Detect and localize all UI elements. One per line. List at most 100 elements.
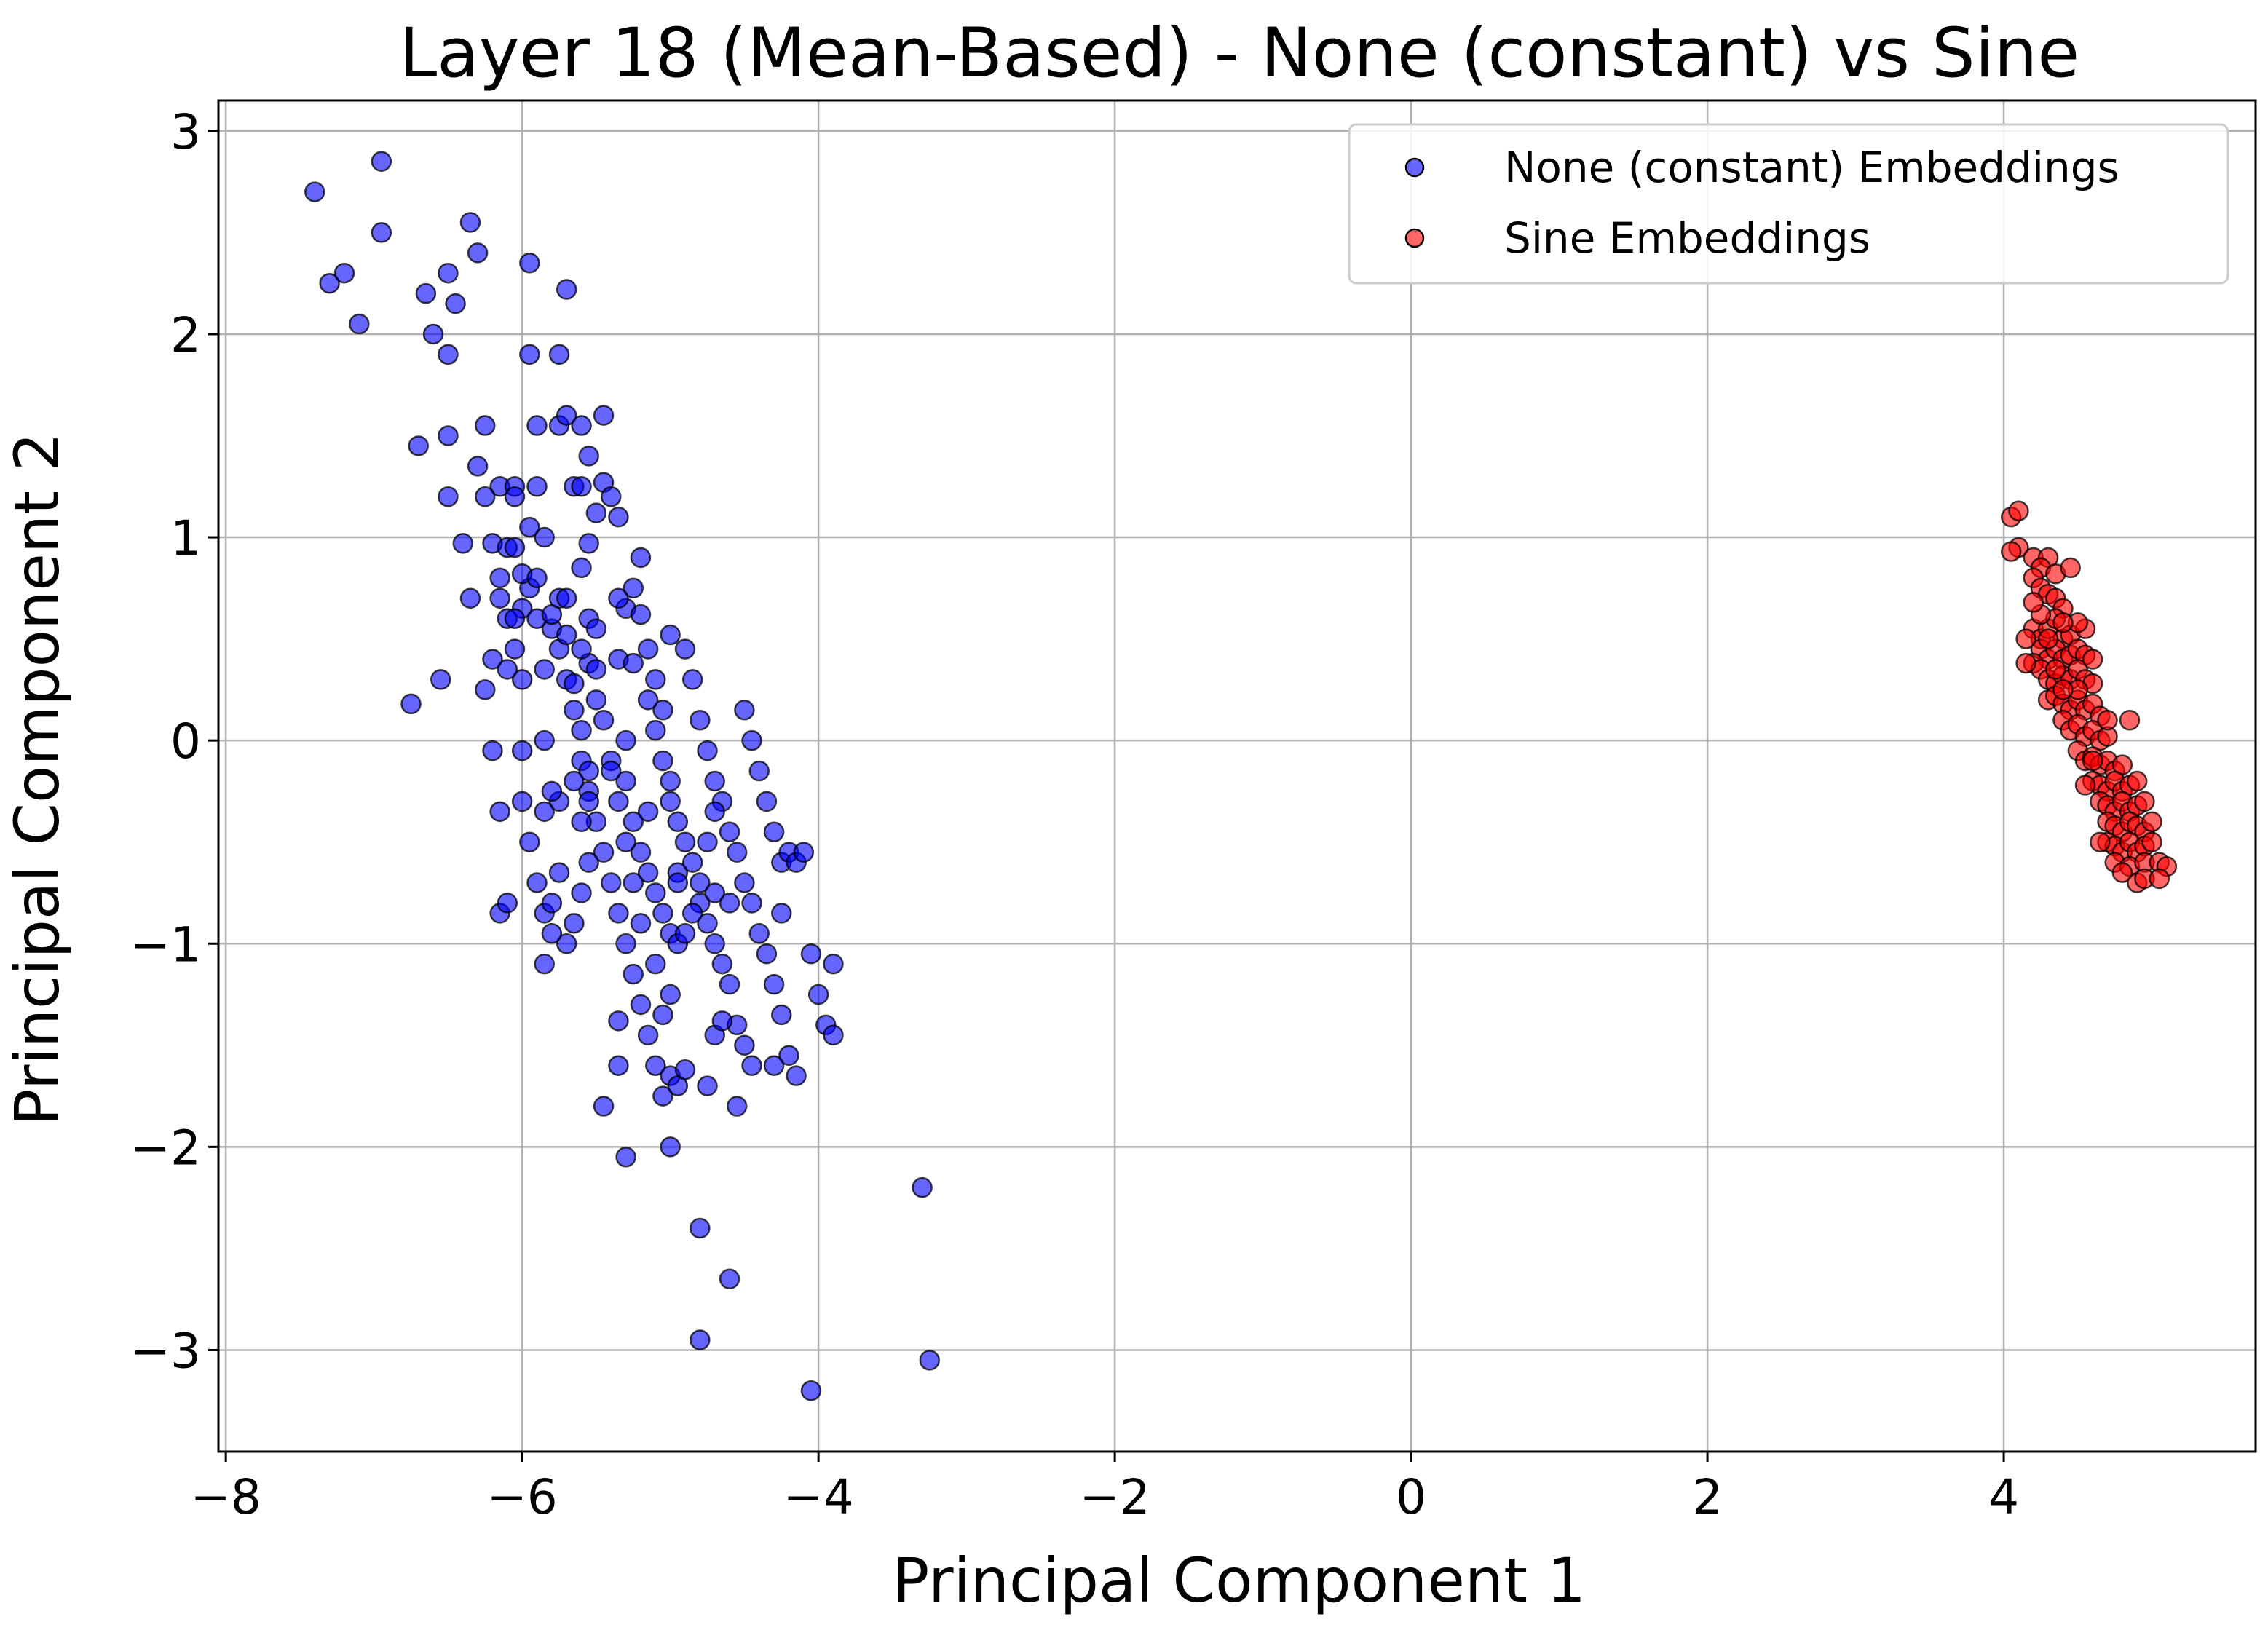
data-point <box>578 446 599 467</box>
data-point <box>571 638 592 660</box>
data-point <box>482 740 503 761</box>
data-point <box>497 893 518 914</box>
data-point <box>489 801 510 823</box>
data-point <box>556 933 577 954</box>
data-point <box>652 1085 673 1107</box>
data-point <box>519 253 540 274</box>
data-point <box>304 181 325 202</box>
chart-title: Layer 18 (Mean-Based) - None (constant) … <box>399 14 2079 93</box>
data-point <box>726 842 748 863</box>
data-point <box>585 618 607 639</box>
data-point <box>719 893 740 914</box>
data-point <box>690 709 711 731</box>
data-point <box>756 791 778 812</box>
data-point <box>615 831 636 852</box>
data-point <box>548 344 570 365</box>
data-point <box>697 831 718 852</box>
data-point <box>349 313 370 335</box>
data-point <box>459 587 481 609</box>
data-point <box>704 933 725 954</box>
data-point <box>2090 831 2111 852</box>
data-point <box>763 973 785 995</box>
data-point <box>371 222 392 243</box>
data-point <box>438 486 459 507</box>
data-point <box>681 852 703 873</box>
data-point <box>2060 557 2081 579</box>
data-point <box>482 649 503 670</box>
data-point <box>526 872 548 893</box>
data-point <box>408 435 429 456</box>
data-point <box>697 740 718 761</box>
data-point <box>438 425 459 446</box>
data-point <box>748 923 770 944</box>
y-tick-label: 3 <box>170 104 201 160</box>
data-point <box>578 760 599 782</box>
data-point <box>756 943 778 965</box>
data-point <box>912 1176 933 1198</box>
data-point <box>593 405 615 426</box>
data-point <box>2111 862 2133 883</box>
data-point <box>719 821 740 843</box>
data-point <box>681 669 703 690</box>
data-point <box>578 852 599 873</box>
data-point <box>674 1059 696 1080</box>
data-point <box>534 659 555 680</box>
data-point <box>786 1065 807 1086</box>
x-tick-label: −2 <box>1079 1469 1150 1525</box>
data-point <box>704 801 725 823</box>
data-point <box>771 903 792 924</box>
data-point <box>645 882 666 903</box>
data-point <box>571 415 592 436</box>
data-point <box>601 872 622 893</box>
data-point <box>2082 750 2103 772</box>
data-point <box>548 862 570 883</box>
data-point <box>534 953 555 975</box>
data-point <box>333 262 355 284</box>
x-tick-label: 4 <box>1988 1469 2019 1525</box>
data-point <box>660 791 681 812</box>
data-point <box>319 272 340 294</box>
data-point <box>475 486 496 507</box>
data-point <box>2052 679 2074 700</box>
data-point <box>645 669 666 690</box>
data-point <box>608 903 629 924</box>
data-point <box>615 1147 636 1168</box>
y-tick-label: 0 <box>170 713 201 769</box>
data-point <box>681 903 703 924</box>
y-tick-label: 2 <box>170 307 201 363</box>
data-point <box>667 872 689 893</box>
data-point <box>608 791 629 812</box>
legend-box <box>1348 123 2229 285</box>
data-point <box>660 770 681 792</box>
data-point <box>459 212 481 233</box>
data-point <box>630 994 652 1016</box>
data-point <box>564 700 585 721</box>
data-points <box>304 151 2178 1401</box>
legend-marker-none <box>1404 157 1425 178</box>
data-point <box>667 811 689 833</box>
data-point <box>608 587 629 609</box>
data-point <box>556 587 577 609</box>
data-point <box>519 516 540 538</box>
data-point <box>660 984 681 1005</box>
y-tick-label: −1 <box>130 917 201 973</box>
data-point <box>2000 541 2022 562</box>
data-point <box>601 760 622 782</box>
data-point <box>615 770 636 792</box>
data-point <box>741 1055 762 1076</box>
data-point <box>726 1096 748 1117</box>
data-point <box>741 729 762 751</box>
y-axis-label: Principal Component 2 <box>1 432 73 1125</box>
data-point <box>571 882 592 903</box>
data-point <box>652 700 673 721</box>
data-point <box>608 506 629 528</box>
data-point <box>534 801 555 823</box>
data-point <box>593 842 615 863</box>
data-point <box>630 547 652 569</box>
data-point <box>637 862 659 883</box>
data-point <box>637 638 659 660</box>
data-point <box>2008 500 2029 522</box>
data-point <box>645 719 666 741</box>
data-point <box>541 780 563 802</box>
